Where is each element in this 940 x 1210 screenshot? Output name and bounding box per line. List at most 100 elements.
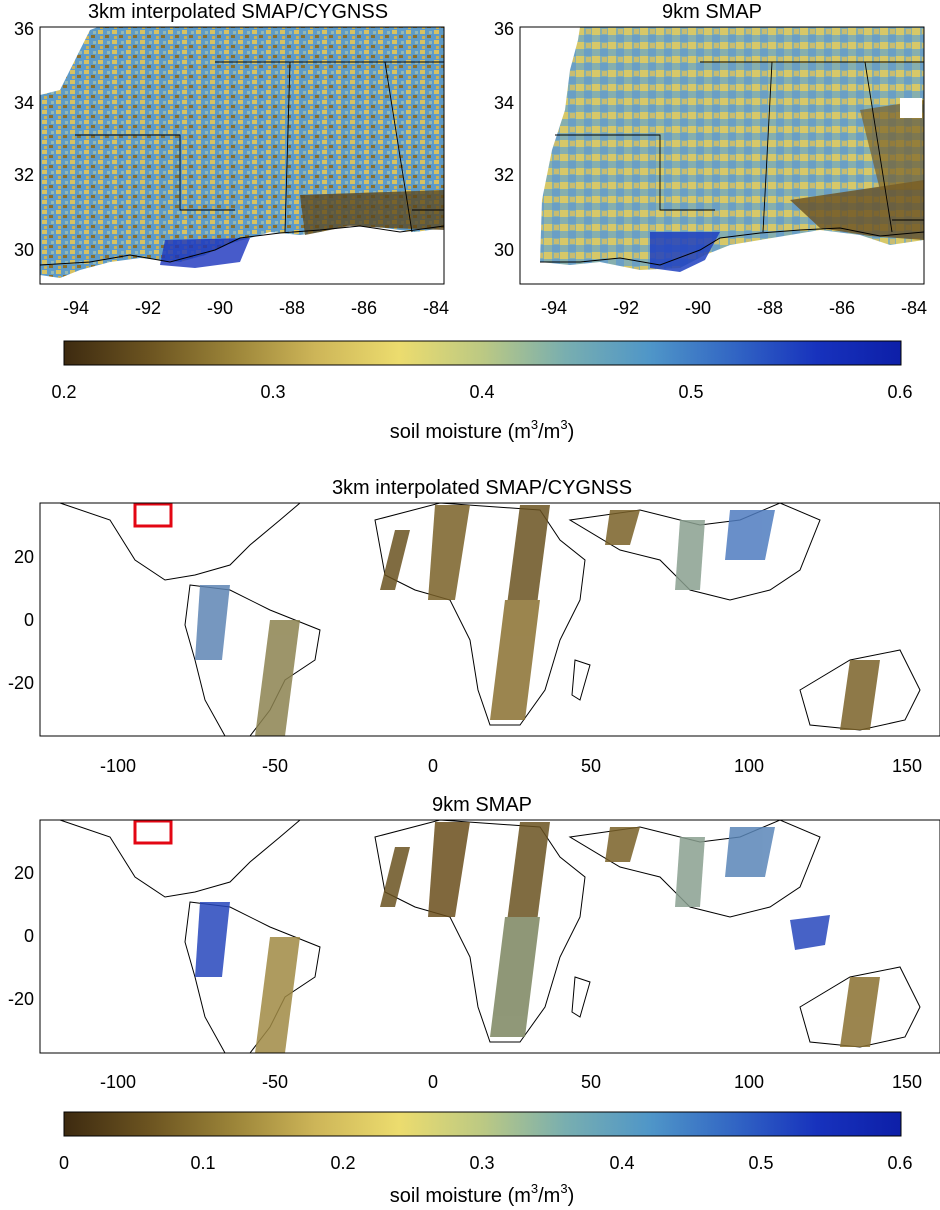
swath: [790, 915, 830, 950]
y-tick-label: -20: [8, 673, 34, 693]
x-tick-label: -84: [423, 298, 449, 318]
colorbar-tick-label: 0.5: [748, 1153, 773, 1173]
y-tick-label: 36: [494, 19, 514, 39]
colorbar-tick-label: 0.5: [678, 382, 703, 402]
global-bottom-frame: [39, 819, 940, 1054]
regional-right-dry-area-east: [860, 100, 924, 190]
regional-map-right: 9km SMAP -94 -92 -90 -88 -86 -84 36 34 3…: [494, 1, 927, 318]
x-tick-label: -88: [279, 298, 305, 318]
x-tick-label: -88: [757, 298, 783, 318]
regional-right-coastline: [540, 227, 925, 266]
swath: [505, 505, 550, 620]
north-america-outline: [59, 502, 301, 581]
colorbar-tick-label: 0.1: [190, 1153, 215, 1173]
global-top-frame: [39, 502, 940, 737]
global-top-inset-box: [133, 502, 173, 528]
global-top-plot-area: [40, 503, 940, 736]
y-tick-label: 34: [14, 93, 34, 113]
swath: [195, 902, 230, 977]
colorbar-top-label: soil moisture (m3/m3): [390, 417, 575, 443]
swath: [840, 977, 880, 1047]
x-tick-label: -90: [685, 298, 711, 318]
colorbar-tick-label: 0.3: [260, 382, 285, 402]
x-tick-label: 0: [428, 756, 438, 776]
x-tick-label: -94: [541, 298, 567, 318]
y-tick-label: 20: [14, 863, 34, 883]
global-bottom-inset-box: [133, 819, 173, 845]
colorbar-tick-label: 0.2: [51, 382, 76, 402]
global-top-title: 3km interpolated SMAP/CYGNSS: [332, 477, 632, 499]
madagascar-outline: [571, 659, 591, 701]
regional-left-title: 3km interpolated SMAP/CYGNSS: [88, 1, 388, 23]
x-tick-label: 150: [892, 756, 922, 776]
colorbar-top-gradient: [63, 340, 902, 366]
colorbar-tick-label: 0.2: [330, 1153, 355, 1173]
swath: [255, 937, 300, 1053]
swath: [490, 600, 540, 720]
swath: [428, 822, 470, 917]
north-america-outline: [59, 819, 301, 898]
swath: [195, 585, 230, 660]
colorbar-bottom-label: soil moisture (m3/m3): [390, 1181, 575, 1207]
x-tick-label: 150: [892, 1072, 922, 1092]
regional-right-title: 9km SMAP: [662, 1, 762, 23]
regional-left-dry-area: [300, 190, 444, 235]
swath: [675, 520, 705, 590]
global-bottom-title: 9km SMAP: [432, 794, 532, 816]
regional-left-y-axis: 36 34 32 30: [14, 19, 34, 260]
madagascar-outline: [571, 976, 591, 1018]
global-map-top: 3km interpolated SMAP/CYGNSS -100 -5: [8, 477, 940, 776]
global-top-swaths: [195, 505, 880, 736]
regional-right-missing-data: [900, 98, 922, 118]
regional-right-y-axis: 36 34 32 30: [494, 19, 514, 260]
swath: [605, 827, 640, 862]
regional-right-frame: [519, 26, 925, 285]
colorbar-tick-label: 0.4: [609, 1153, 634, 1173]
x-tick-label: -100: [100, 1072, 136, 1092]
x-tick-label: 50: [581, 756, 601, 776]
colorbar-tick-label: 0: [59, 1153, 69, 1173]
y-tick-label: 30: [14, 240, 34, 260]
x-tick-label: 100: [734, 756, 764, 776]
regional-map-left: 3km interpolated SMAP/CYGNSS -94 -92 -90…: [14, 1, 449, 318]
x-tick-label: -84: [901, 298, 927, 318]
regional-left-frame: [39, 26, 445, 285]
colorbar-bottom-gradient: [63, 1111, 902, 1137]
swath: [725, 827, 775, 877]
global-bottom-y-axis: 20 0 -20: [8, 863, 34, 1009]
y-tick-label: 36: [14, 19, 34, 39]
colorbar-tick-label: 0.6: [887, 382, 912, 402]
y-tick-label: 30: [494, 240, 514, 260]
regional-left-coastline: [39, 225, 445, 266]
x-tick-label: -92: [135, 298, 161, 318]
global-map-bottom: 9km SMAP -100 -50 0: [8, 794, 940, 1092]
swath: [380, 847, 410, 907]
swath: [490, 917, 540, 1037]
swath: [380, 530, 410, 590]
swath: [605, 510, 640, 545]
australia-outline: [799, 649, 921, 731]
y-tick-label: 34: [494, 93, 514, 113]
colorbar-tick-label: 0.4: [469, 382, 494, 402]
global-top-y-axis: 20 0 -20: [8, 547, 34, 693]
regional-right-state-borders: [555, 61, 924, 233]
colorbar-bottom: 0 0.1 0.2 0.3 0.4 0.5 0.6 soil moisture …: [59, 1111, 913, 1207]
x-tick-label: 50: [581, 1072, 601, 1092]
global-bottom-x-axis: -100 -50 0 50 100 150: [100, 1072, 922, 1092]
x-tick-label: 0: [428, 1072, 438, 1092]
x-tick-label: -94: [63, 298, 89, 318]
x-tick-label: -100: [100, 756, 136, 776]
swath: [505, 822, 550, 937]
y-tick-label: 20: [14, 547, 34, 567]
australia-outline: [799, 966, 921, 1048]
swath: [255, 620, 300, 736]
swath: [675, 837, 705, 907]
x-tick-label: -86: [829, 298, 855, 318]
y-tick-label: -20: [8, 989, 34, 1009]
y-tick-label: 32: [494, 165, 514, 185]
y-tick-label: 32: [14, 165, 34, 185]
x-tick-label: -86: [351, 298, 377, 318]
global-bottom-swaths: [195, 822, 880, 1053]
y-tick-label: 0: [24, 610, 34, 630]
